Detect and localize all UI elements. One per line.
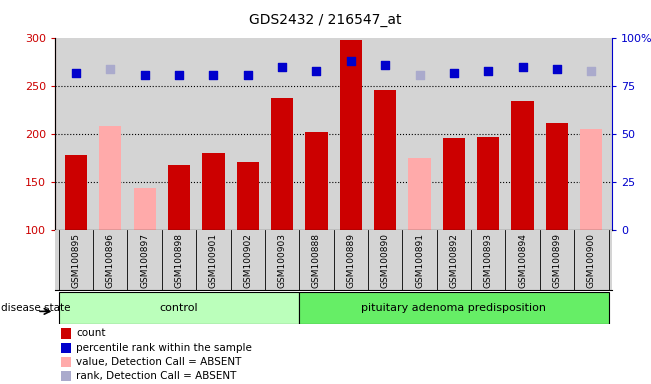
Text: GSM100902: GSM100902	[243, 233, 252, 288]
Bar	[202, 152, 225, 230]
Point	[208, 72, 219, 78]
Bar	[99, 126, 122, 230]
Text: GSM100896: GSM100896	[106, 233, 115, 288]
Bar	[61, 343, 71, 353]
Point	[105, 66, 115, 72]
Bar	[374, 90, 396, 230]
Text: GSM100893: GSM100893	[484, 233, 493, 288]
Bar	[512, 101, 534, 230]
Point	[518, 64, 528, 70]
Bar	[305, 131, 327, 230]
Bar	[168, 165, 190, 230]
Text: rank, Detection Call = ABSENT: rank, Detection Call = ABSENT	[76, 371, 237, 381]
Point	[380, 62, 391, 68]
FancyBboxPatch shape	[299, 292, 609, 324]
Text: disease state: disease state	[1, 303, 71, 313]
FancyBboxPatch shape	[59, 292, 299, 324]
Text: pituitary adenoma predisposition: pituitary adenoma predisposition	[361, 303, 546, 313]
Text: value, Detection Call = ABSENT: value, Detection Call = ABSENT	[76, 357, 242, 367]
Point	[449, 70, 459, 76]
Point	[139, 72, 150, 78]
Point	[174, 72, 184, 78]
Text: GSM100899: GSM100899	[553, 233, 561, 288]
Text: GSM100891: GSM100891	[415, 233, 424, 288]
Text: GSM100895: GSM100895	[72, 233, 81, 288]
Bar	[61, 371, 71, 381]
Text: GSM100898: GSM100898	[174, 233, 184, 288]
Point	[586, 68, 596, 74]
Bar	[408, 158, 431, 230]
Text: GSM100888: GSM100888	[312, 233, 321, 288]
Bar	[580, 129, 602, 230]
Text: control: control	[159, 303, 199, 313]
Point	[71, 70, 81, 76]
Bar	[61, 357, 71, 367]
Text: GSM100892: GSM100892	[449, 233, 458, 288]
Point	[414, 72, 424, 78]
Text: GSM100894: GSM100894	[518, 233, 527, 288]
Point	[346, 58, 356, 65]
Point	[552, 66, 562, 72]
Text: percentile rank within the sample: percentile rank within the sample	[76, 343, 253, 353]
Text: GSM100890: GSM100890	[381, 233, 390, 288]
Bar	[236, 162, 259, 230]
Bar	[546, 123, 568, 230]
Text: GSM100901: GSM100901	[209, 233, 218, 288]
Text: GSM100903: GSM100903	[277, 233, 286, 288]
Bar	[443, 138, 465, 230]
Text: GSM100897: GSM100897	[140, 233, 149, 288]
Bar	[477, 137, 499, 230]
Point	[311, 68, 322, 74]
Text: GSM100900: GSM100900	[587, 233, 596, 288]
Text: GDS2432 / 216547_at: GDS2432 / 216547_at	[249, 13, 402, 27]
Bar	[65, 154, 87, 230]
Point	[243, 72, 253, 78]
Bar	[340, 40, 362, 230]
Point	[483, 68, 493, 74]
Bar	[61, 328, 71, 339]
Bar	[133, 188, 156, 230]
Text: GSM100889: GSM100889	[346, 233, 355, 288]
Point	[277, 64, 287, 70]
Bar	[271, 98, 293, 230]
Text: count: count	[76, 328, 106, 338]
